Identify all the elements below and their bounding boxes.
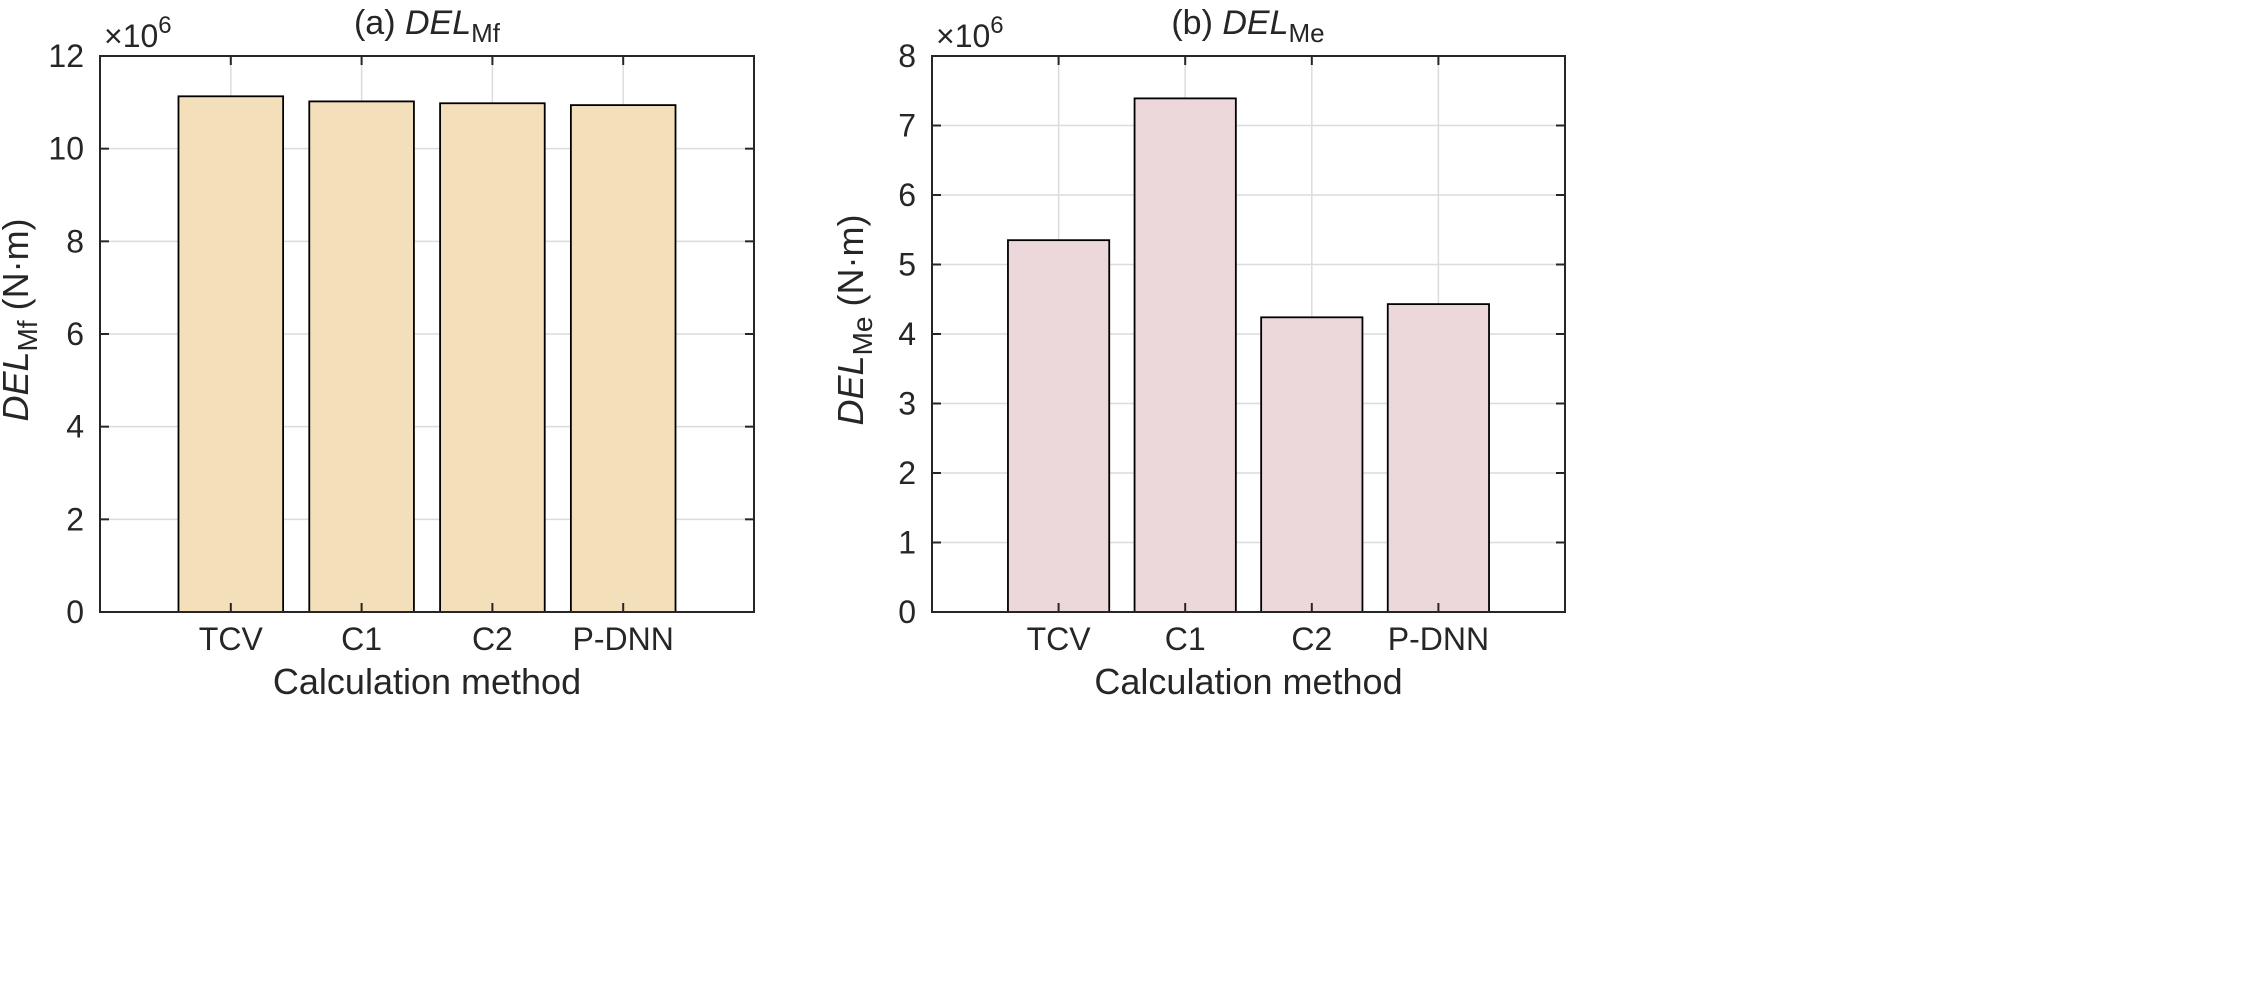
panel-a-bar-tcv	[177, 95, 285, 613]
panel-b-y-axis-label: DELMe (N·m)	[830, 215, 878, 426]
panel-a-ytick-label: 8	[66, 223, 84, 259]
panel-b-bars	[1007, 97, 1490, 613]
panel-b-ytick-label: 3	[898, 386, 916, 422]
panel-a-ytick-label: 2	[66, 501, 84, 537]
panel-b: 0 1 2 3 4 5 6 7 8 TCV C1 C2 P-DNN (b) DELMe ×106 DE…	[830, 4, 1566, 702]
panel-a-ytick-label: 6	[66, 316, 84, 352]
panel-b-xtick-label: P-DNN	[1388, 621, 1489, 657]
panel-a-xtick-labels: TCV C1 C2 P-DNN	[199, 621, 674, 657]
panel-b-ytick-label: 8	[898, 38, 916, 74]
panel-a-ytick-labels: 0 2 4 6 8 10 12	[48, 38, 84, 630]
panel-a-bars	[177, 95, 677, 613]
panel-a-bar-c1	[308, 100, 415, 613]
panel-a-y-axis-label: DELMf (N·m)	[0, 218, 43, 421]
panel-a-bar-c2	[439, 102, 546, 613]
panel-b-xtick-label: TCV	[1027, 621, 1092, 657]
panel-b-x-axis-label: Calculation method	[1094, 661, 1402, 702]
panel-b-ytick-label: 4	[898, 316, 916, 352]
panel-b-xtick-label: C1	[1165, 621, 1206, 657]
panel-b-ticks	[932, 55, 1565, 613]
panel-a-ytick-label: 10	[48, 131, 84, 167]
panel-b-ytick-label: 0	[898, 594, 916, 630]
panel-b-ytick-label: 5	[898, 247, 916, 283]
panel-b-bar-tcv	[1007, 239, 1111, 613]
panel-a-ytick-label: 12	[48, 38, 84, 74]
panel-b-bar-c1	[1133, 97, 1237, 613]
panel-b-exponent-label: ×106	[936, 12, 1004, 54]
panel-a-title: (a) DELMf	[354, 4, 501, 48]
panel-b-ytick-label: 7	[898, 108, 916, 144]
panel-b-bar-p-dnn	[1386, 303, 1490, 613]
panel-a-ytick-label: 4	[66, 409, 84, 445]
panel-b-xtick-labels: TCV C1 C2 P-DNN	[1027, 621, 1489, 657]
panel-b-bar-c2	[1260, 316, 1364, 613]
panel-a-exponent-label: ×106	[104, 12, 172, 54]
panel-b-ytick-label: 6	[898, 177, 916, 213]
panel-a-xtick-label: TCV	[199, 621, 264, 657]
panel-a-xtick-label: C2	[472, 621, 513, 657]
panel-a-bar-p-dnn	[569, 104, 677, 613]
panel-a-xtick-label: P-DNN	[573, 621, 674, 657]
panel-a: 0 2 4 6 8 10 12 TCV C1 C2 P-DNN (a) DELMf ×106 DE…	[0, 4, 755, 702]
panel-b-ytick-label: 1	[898, 525, 916, 561]
panel-a-x-axis-label: Calculation method	[273, 661, 581, 702]
panel-b-ytick-labels: 0 1 2 3 4 5 6 7 8	[898, 38, 916, 630]
panel-a-xtick-label: C1	[341, 621, 382, 657]
panel-a-ytick-label: 0	[66, 594, 84, 630]
panel-b-xtick-label: C2	[1291, 621, 1332, 657]
panel-b-title: (b) DELMe	[1171, 4, 1324, 48]
panel-a-ticks	[100, 55, 754, 613]
panel-b-ytick-label: 2	[898, 455, 916, 491]
